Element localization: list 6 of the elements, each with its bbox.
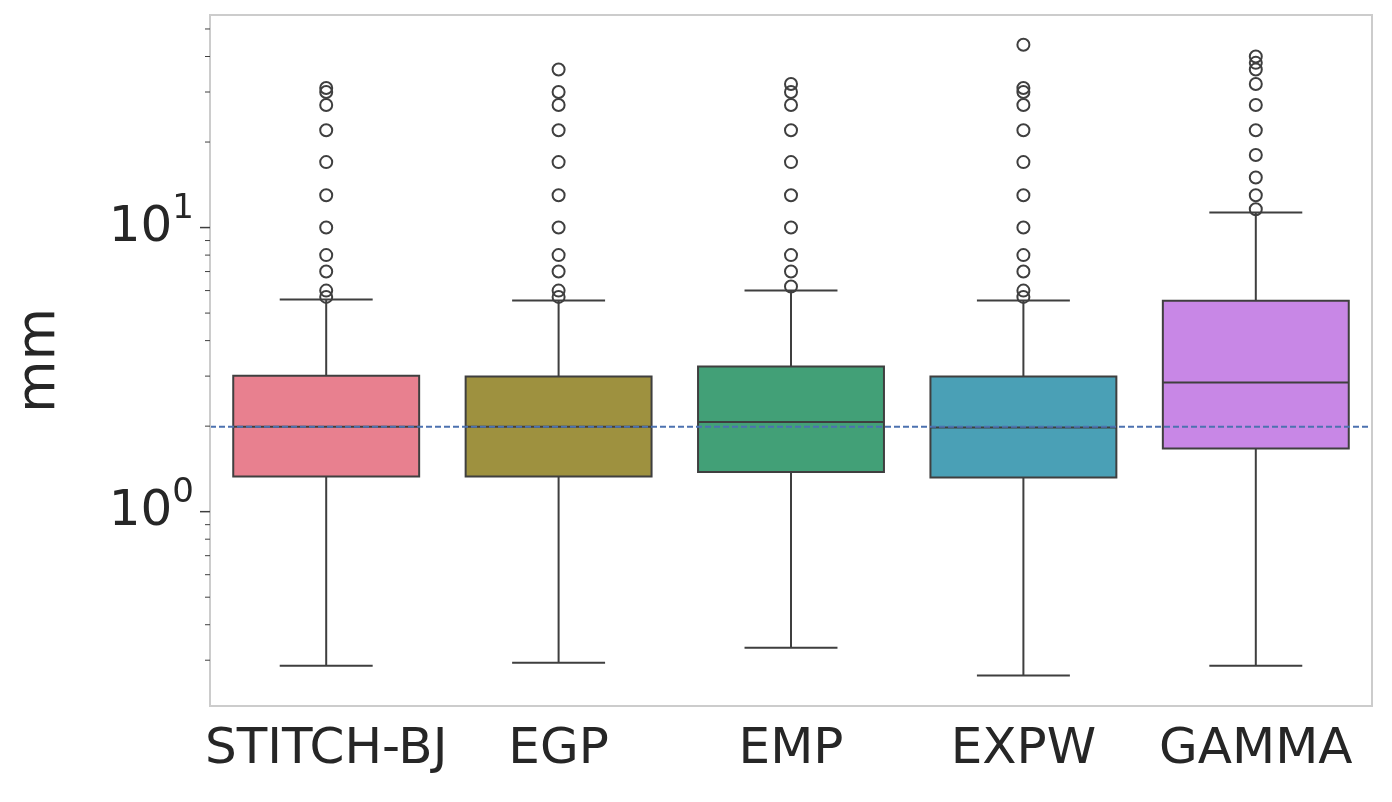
x-tick-label: EXPW: [950, 716, 1097, 775]
x-tick-label: STITCH-BJ: [204, 716, 448, 775]
x-tick-label: GAMMA: [1159, 716, 1353, 775]
y-axis-title: mm: [4, 307, 68, 414]
x-tick-label: EGP: [508, 716, 609, 775]
x-tick-label: EMP: [738, 716, 844, 775]
